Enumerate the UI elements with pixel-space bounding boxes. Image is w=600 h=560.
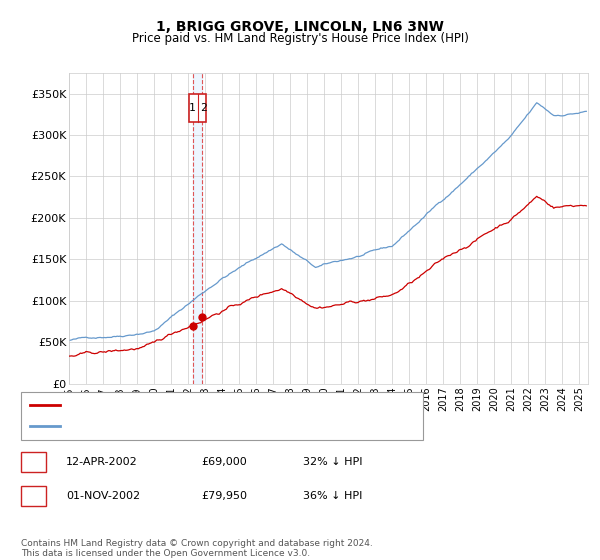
Text: £79,950: £79,950 xyxy=(201,491,247,501)
Text: 32% ↓ HPI: 32% ↓ HPI xyxy=(303,457,362,467)
Text: 2: 2 xyxy=(200,102,206,113)
Text: 1, BRIGG GROVE, LINCOLN, LN6 3NW (detached house): 1, BRIGG GROVE, LINCOLN, LN6 3NW (detach… xyxy=(66,400,355,410)
Text: 1: 1 xyxy=(30,457,37,467)
Text: HPI: Average price, detached house, Lincoln: HPI: Average price, detached house, Linc… xyxy=(66,421,296,431)
Text: Price paid vs. HM Land Registry's House Price Index (HPI): Price paid vs. HM Land Registry's House … xyxy=(131,32,469,45)
Text: 01-NOV-2002: 01-NOV-2002 xyxy=(66,491,140,501)
Text: 36% ↓ HPI: 36% ↓ HPI xyxy=(303,491,362,501)
Bar xyxy=(188,94,206,122)
Text: Contains HM Land Registry data © Crown copyright and database right 2024.
This d: Contains HM Land Registry data © Crown c… xyxy=(21,539,373,558)
Text: 1: 1 xyxy=(188,102,196,113)
Text: £69,000: £69,000 xyxy=(201,457,247,467)
Text: 12-APR-2002: 12-APR-2002 xyxy=(66,457,138,467)
Bar xyxy=(193,73,202,384)
Text: 2: 2 xyxy=(30,491,37,501)
Text: 1, BRIGG GROVE, LINCOLN, LN6 3NW: 1, BRIGG GROVE, LINCOLN, LN6 3NW xyxy=(156,20,444,34)
